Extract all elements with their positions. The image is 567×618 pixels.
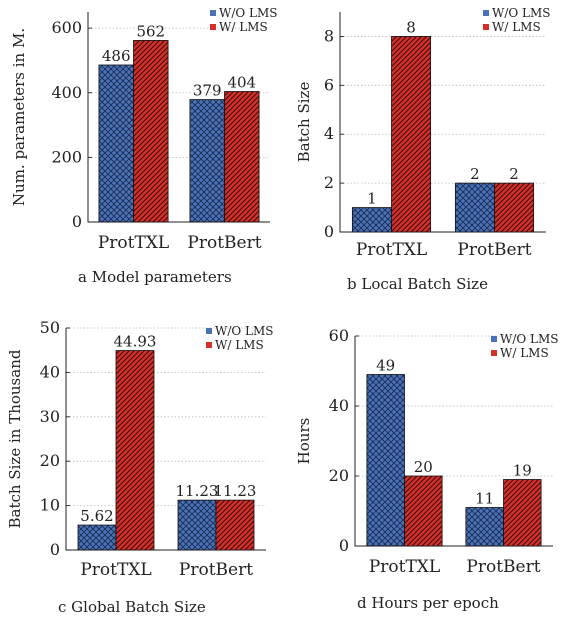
y-tick-label: 0 xyxy=(324,222,334,241)
bar-w-lms xyxy=(133,40,169,223)
legend-label: W/O LMS xyxy=(215,324,274,338)
bar-wo-lms xyxy=(465,507,504,547)
y-axis-label: Num. parameters in M. xyxy=(10,28,28,206)
bar-wo-lms xyxy=(177,499,217,551)
x-tick-label: ProtTXL xyxy=(80,560,151,580)
legend-swatch xyxy=(483,24,489,30)
y-tick-label: 8 xyxy=(324,26,334,45)
bar-w-lms xyxy=(115,350,155,551)
bar-w-lms xyxy=(503,479,542,547)
y-tick-label: 20 xyxy=(329,466,349,485)
legend-swatch xyxy=(491,350,497,356)
bar-value-label: 404 xyxy=(227,73,256,91)
caption-global-batch-size: c Global Batch Size xyxy=(58,598,206,616)
legend-swatch xyxy=(210,10,216,16)
legend-label: W/O LMS xyxy=(219,6,278,20)
chart-panel-b: 0 2 4 6 8 Batch Size 1 8 ProtTXL 2 2 ProtBert W/O LM… xyxy=(283,0,567,300)
legend-label: W/O LMS xyxy=(492,6,551,20)
bar-w-lms xyxy=(215,499,255,551)
y-tick-label: 60 xyxy=(329,326,349,345)
x-tick-label: ProtTXL xyxy=(98,233,169,253)
chart-model-parameters: 0 200 400 600 Num. parameters in M. 486 562 Pro… xyxy=(10,6,278,253)
y-tick-label: 50 xyxy=(40,318,60,337)
legend-swatch xyxy=(483,10,489,16)
chart-panel-c: 0 10 20 30 40 50 Batch Size in Thousand 5.62 44.… xyxy=(0,310,283,618)
y-tick-label: 40 xyxy=(40,362,60,381)
bar-w-lms xyxy=(404,475,443,547)
bar-value-label: 19 xyxy=(513,462,532,480)
y-axis-label: Hours xyxy=(295,418,313,465)
y-axis-label: Batch Size in Thousand xyxy=(6,349,24,528)
bar-value-label: 562 xyxy=(136,22,165,40)
y-tick-label: 200 xyxy=(51,147,82,166)
y-tick-label: 10 xyxy=(40,496,60,515)
legend-label: W/ LMS xyxy=(219,20,268,34)
bar-value-label: 379 xyxy=(193,82,222,100)
bar-w-lms xyxy=(391,36,432,233)
y-tick-label: 600 xyxy=(51,18,82,37)
y-axis-label: Batch Size xyxy=(295,82,313,163)
chart-global-batch-size: 0 10 20 30 40 50 Batch Size in Thousand 5.62 44.… xyxy=(6,318,274,580)
y-tick-label: 6 xyxy=(324,75,334,94)
bar-value-label: 20 xyxy=(414,458,433,476)
legend-label: W/ LMS xyxy=(500,346,549,360)
bar-value-label: 11 xyxy=(475,490,494,508)
bar-wo-lms xyxy=(366,374,405,547)
bar-value-label: 11.23 xyxy=(176,482,219,500)
bar-wo-lms xyxy=(189,99,225,223)
bar-w-lms xyxy=(494,182,535,233)
caption-local-batch-size: b Local Batch Size xyxy=(347,275,488,293)
bar-wo-lms xyxy=(77,524,117,551)
legend-swatch xyxy=(491,336,497,342)
bar-value-label: 2 xyxy=(509,165,519,183)
y-tick-label: 0 xyxy=(72,212,82,231)
legend-label: W/ LMS xyxy=(215,338,264,352)
bar-value-label: 49 xyxy=(376,357,395,375)
y-tick-label: 4 xyxy=(324,124,334,143)
x-tick-label: ProtBert xyxy=(179,560,253,580)
bar-value-label: 486 xyxy=(102,47,131,65)
chart-local-batch-size: 0 2 4 6 8 Batch Size 1 8 ProtTXL 2 2 ProtBert W/O LM… xyxy=(295,6,551,260)
y-tick-label: 20 xyxy=(40,451,60,470)
bar-value-label: 5.62 xyxy=(80,507,113,525)
x-tick-label: ProtBert xyxy=(187,233,261,253)
x-tick-label: ProtBert xyxy=(457,240,531,260)
legend-swatch xyxy=(206,328,212,334)
x-tick-label: ProtBert xyxy=(466,557,540,577)
chart-panel-a: 0 200 400 600 Num. parameters in M. 486 562 Pro… xyxy=(0,0,283,300)
caption-model-parameters: a Model parameters xyxy=(78,268,232,286)
legend-label: W/ LMS xyxy=(492,20,541,34)
y-tick-label: 30 xyxy=(40,407,60,426)
bar-wo-lms xyxy=(351,207,392,233)
y-tick-label: 40 xyxy=(329,396,349,415)
legend-label: W/O LMS xyxy=(500,332,559,346)
y-tick-label: 400 xyxy=(51,83,82,102)
bar-wo-lms xyxy=(98,64,134,223)
chart-hours-per-epoch: 0 20 40 60 Hours 49 20 ProtTXL 11 19 ProtBert W/O L… xyxy=(295,326,559,577)
y-tick-label: 0 xyxy=(339,536,349,555)
bar-value-label: 44.93 xyxy=(114,333,157,351)
bar-value-label: 11.23 xyxy=(214,482,257,500)
chart-panel-d: 0 20 40 60 Hours 49 20 ProtTXL 11 19 ProtBert W/O L… xyxy=(283,310,567,618)
bar-value-label: 1 xyxy=(367,190,377,208)
caption-hours-per-epoch: d Hours per epoch xyxy=(357,594,499,612)
bar-wo-lms xyxy=(454,182,495,233)
x-tick-label: ProtTXL xyxy=(369,557,440,577)
y-tick-label: 2 xyxy=(324,173,334,192)
bar-value-label: 8 xyxy=(406,18,416,36)
x-tick-label: ProtTXL xyxy=(356,240,427,260)
legend-swatch xyxy=(206,342,212,348)
legend-swatch xyxy=(210,24,216,30)
bar-value-label: 2 xyxy=(470,165,480,183)
y-tick-label: 0 xyxy=(50,540,60,559)
bar-w-lms xyxy=(224,91,260,223)
